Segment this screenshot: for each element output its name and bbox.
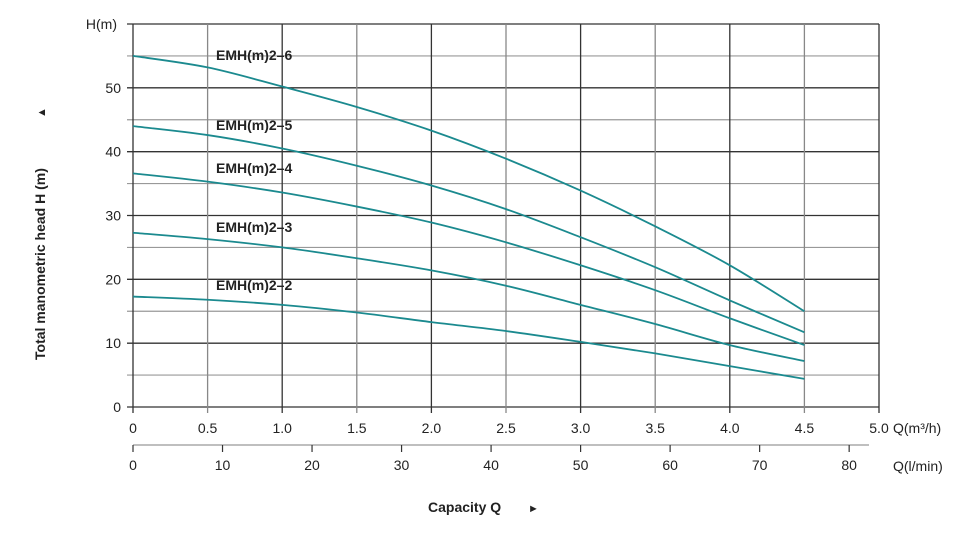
series-label: EMH(m)2–2 (216, 277, 292, 293)
y-tick-label: 30 (105, 208, 121, 224)
x-unit-label: Q(m³/h) (893, 420, 941, 436)
series-label: EMH(m)2–5 (216, 117, 292, 133)
series-line (132, 231, 805, 362)
series-label: EMH(m)2–3 (216, 219, 292, 235)
y-axis-arrow: ▲ (36, 107, 48, 118)
series-line (132, 295, 805, 380)
x2-tick-label: 60 (662, 457, 678, 473)
x-tick-label: 1.0 (272, 420, 292, 436)
y-unit-label: H(m) (86, 16, 117, 32)
x-tick-label: 3.0 (571, 420, 591, 436)
x-tick-label: 1.5 (347, 420, 367, 436)
x2-tick-label: 40 (483, 457, 499, 473)
y-tick-label: 40 (105, 144, 121, 160)
x-tick-label: 5.0 (869, 420, 889, 436)
x2-tick-label: 20 (304, 457, 320, 473)
series-line (132, 125, 805, 334)
x-tick-label: 0.5 (198, 420, 218, 436)
x-axis-arrow: ► (528, 503, 539, 515)
x-axis-title: Capacity Q (428, 499, 501, 515)
x-tick-label: 4.0 (720, 420, 740, 436)
x2-unit-label: Q(l/min) (893, 458, 943, 474)
y-tick-label: 0 (113, 399, 121, 415)
grid (127, 23, 880, 452)
x2-tick-label: 0 (129, 457, 137, 473)
x-tick-label: 0 (129, 420, 137, 436)
x-tick-label: 4.5 (795, 420, 815, 436)
series-line (132, 172, 805, 346)
labels: 0 10 20 30 40 50 0 0.5 1.0 1.5 2.0 2.5 3.0 3.5 4.0 4.5 5… (105, 47, 889, 473)
curves (132, 55, 805, 380)
x2-tick-label: 70 (752, 457, 768, 473)
x-tick-label: 2.0 (422, 420, 442, 436)
x-tick-label: 3.5 (645, 420, 665, 436)
series-label: EMH(m)2–4 (216, 160, 292, 176)
y-axis-title: Total manometric head H (m) (32, 168, 48, 360)
x2-tick-label: 80 (841, 457, 857, 473)
x2-tick-label: 10 (215, 457, 231, 473)
x2-tick-label: 30 (394, 457, 410, 473)
x2-tick-label: 50 (573, 457, 589, 473)
x-tick-label: 2.5 (496, 420, 516, 436)
y-tick-label: 50 (105, 80, 121, 96)
y-tick-label: 10 (105, 335, 121, 351)
y-tick-label: 20 (105, 271, 121, 287)
series-line (132, 55, 805, 313)
series-label: EMH(m)2–6 (216, 47, 292, 63)
